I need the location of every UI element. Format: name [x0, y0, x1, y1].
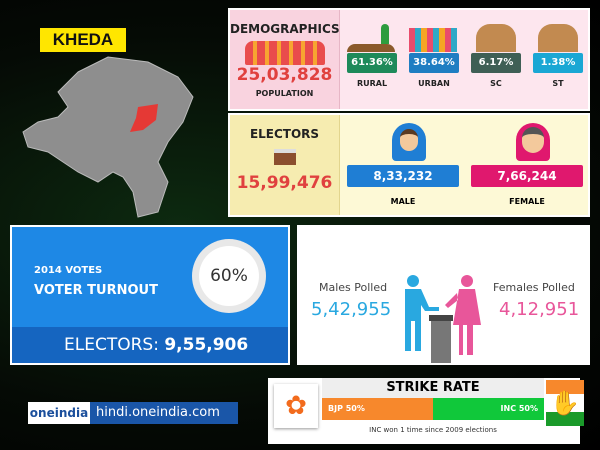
oneindia-logo: oneindia	[28, 402, 90, 424]
male-label: MALE	[390, 197, 416, 206]
demographics-title: DEMOGRAPHICS	[230, 22, 340, 36]
urban-icon	[409, 24, 459, 52]
electors-title: ELECTORS	[249, 127, 320, 141]
votes-year: 2014 VOTES	[34, 265, 103, 276]
population-value: 25,03,828	[236, 65, 333, 85]
female-electors: 7,66,244	[471, 165, 583, 187]
sc-people-icon	[471, 24, 521, 52]
turnout-percent: 60%	[199, 246, 259, 306]
male-electors: 8,33,232	[347, 165, 459, 187]
turnout-title: VOTER TURNOUT	[34, 283, 158, 298]
turnout-circle: 60%	[192, 239, 266, 313]
polled-panel: Males Polled 5,42,955 Females Polled 4,1…	[297, 225, 590, 365]
stat-urban: 38.64% URBAN	[409, 53, 459, 88]
females-polled-label: Females Polled	[493, 281, 575, 294]
turnout-electors: ELECTORS: 9,55,906	[12, 327, 288, 363]
stat-rural: 61.36% RURAL	[347, 53, 397, 88]
inc-hand-icon: ✋	[546, 380, 584, 426]
females-polled-value: 4,12,951	[499, 299, 580, 320]
electors-panel: ELECTORS 15,99,476 8,33,232 MALE 7,66,24…	[228, 113, 590, 217]
district-label: KHEDA	[40, 28, 126, 52]
strike-rate-note: INC won 1 time since 2009 elections	[369, 426, 497, 434]
demographics-panel: DEMOGRAPHICS 25,03,828 POPULATION 61.36%…	[228, 8, 590, 111]
strike-rate-panel: ✿ STRIKE RATE BJP 50% INC 50% ✋ INC won …	[268, 378, 584, 444]
voter-turnout-panel: 2014 VOTES VOTER TURNOUT 60% ELECTORS: 9…	[10, 225, 290, 365]
electors-total: 15,99,476	[236, 173, 333, 193]
bjp-bar: BJP 50%	[322, 398, 433, 420]
males-polled-label: Males Polled	[319, 281, 388, 294]
population-icon	[244, 41, 325, 65]
kheda-highlight	[130, 104, 158, 132]
oneindia-branding: oneindia hindi.oneindia.com	[28, 402, 238, 424]
site-url[interactable]: hindi.oneindia.com	[90, 402, 238, 424]
inc-bar: INC 50%	[433, 398, 544, 420]
ballot-box-icon	[273, 149, 296, 165]
population-label: POPULATION	[255, 89, 314, 98]
st-people-icon	[533, 24, 583, 52]
bjp-lotus-icon: ✿	[274, 384, 318, 428]
strike-rate-title: STRIKE RATE	[322, 378, 544, 398]
stat-sc: 6.17% SC	[471, 53, 521, 88]
stat-st: 1.38% ST	[533, 53, 583, 88]
female-avatar	[516, 123, 550, 161]
males-polled-value: 5,42,955	[311, 299, 392, 320]
rural-icon	[347, 24, 397, 52]
voting-people-icon	[405, 275, 481, 363]
male-avatar	[392, 123, 426, 161]
gujarat-map	[22, 56, 194, 218]
female-label: FEMALE	[509, 197, 545, 206]
